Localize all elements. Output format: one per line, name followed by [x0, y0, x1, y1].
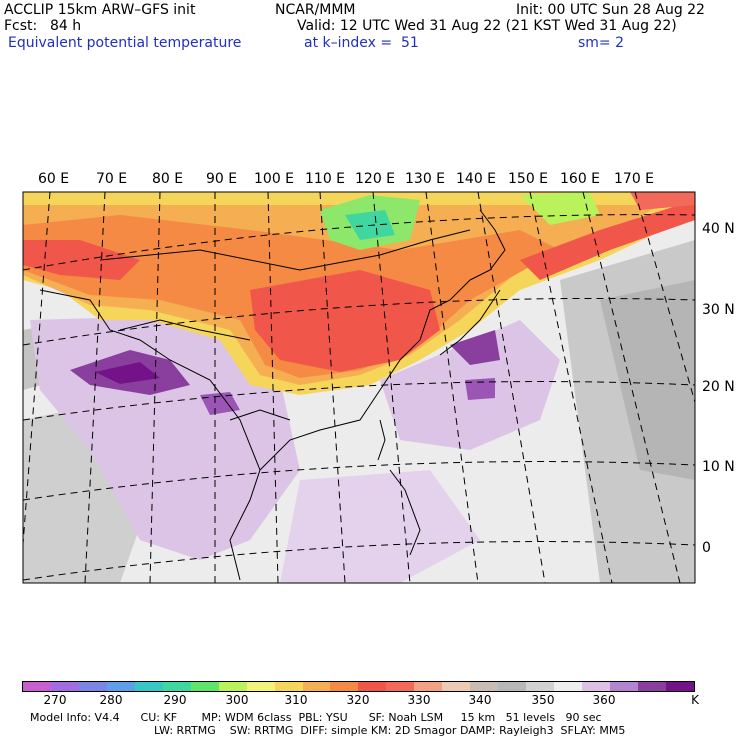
colorbar-label: 330 — [407, 693, 431, 707]
forecast-hours: 84 h — [50, 18, 82, 34]
lat-label: 10 N — [702, 459, 735, 475]
colorbar-label: 360 — [592, 693, 616, 707]
colorbar-segment — [302, 682, 331, 691]
init-time: Init: 00 UTC Sun 28 Aug 22 — [516, 2, 705, 18]
colorbar-segment — [470, 682, 499, 691]
colorbar-segment — [526, 682, 555, 691]
colorbar-segment — [23, 682, 51, 691]
colorbar-segment — [498, 682, 527, 691]
lon-label: 80 E — [152, 171, 184, 187]
lat-label: 30 N — [702, 302, 735, 318]
smoothing: sm= 2 — [578, 35, 625, 51]
colorbar-segment — [106, 682, 135, 691]
valid-time: Valid: 12 UTC Wed 31 Aug 22 (21 KST Wed … — [297, 18, 677, 34]
org-label: NCAR/MMM — [275, 2, 356, 18]
lon-label: 110 E — [305, 171, 346, 187]
colorbar-label: 340 — [468, 693, 492, 707]
lon-label: 120 E — [355, 171, 396, 187]
colorbar-segment — [637, 682, 666, 691]
model-info-line2: LW: RRTMG SW: RRTMG DIFF: simple KM: 2D … — [154, 724, 626, 737]
colorbar-segment — [50, 682, 79, 691]
colorbar-label: 350 — [531, 693, 555, 707]
field-name: Equivalent potential temperature — [8, 35, 242, 51]
lon-label: 70 E — [96, 171, 128, 187]
colorbar-segment — [610, 682, 638, 691]
colorbar-segment — [554, 682, 583, 691]
lat-label: 40 N — [702, 221, 735, 237]
colorbar-segment — [246, 682, 275, 691]
colorbar-unit: K — [691, 693, 699, 707]
colorbar-segment — [442, 682, 471, 691]
colorbar-segment — [190, 682, 219, 691]
colorbar-segment — [414, 682, 443, 691]
colorbar-label: 280 — [99, 693, 123, 707]
lon-label: 130 E — [405, 171, 446, 187]
colorbar-label: 290 — [163, 693, 187, 707]
level-index: at k–index = 51 — [304, 35, 419, 51]
colorbar-label: 320 — [346, 693, 370, 707]
colorbar-segment — [218, 682, 247, 691]
colorbar-label: 300 — [225, 693, 249, 707]
forecast-label: Fcst: — [4, 18, 38, 34]
colorbar-segment — [78, 682, 107, 691]
lon-label: 150 E — [508, 171, 549, 187]
lon-label: 170 E — [614, 171, 655, 187]
colorbar-segment — [582, 682, 611, 691]
lon-label: 90 E — [206, 171, 238, 187]
colorbar — [22, 681, 695, 692]
colorbar-label: 270 — [43, 693, 67, 707]
colorbar-segment — [386, 682, 415, 691]
colorbar-segment — [274, 682, 303, 691]
colorbar-segment — [134, 682, 163, 691]
colorbar-segment — [358, 682, 387, 691]
lat-label: 20 N — [702, 379, 735, 395]
model-title: ACCLIP 15km ARW–GFS init — [4, 2, 196, 18]
colorbar-segment — [665, 682, 694, 691]
lon-label: 160 E — [560, 171, 601, 187]
model-info-line1: Model Info: V4.4 CU: KF MP: WDM 6class P… — [30, 711, 602, 724]
colorbar-segment — [162, 682, 191, 691]
lon-label: 140 E — [456, 171, 497, 187]
lat-label: 0 — [702, 540, 711, 556]
colorbar-label: 310 — [284, 693, 308, 707]
colorbar-segment — [330, 682, 359, 691]
lon-label: 100 E — [254, 171, 295, 187]
lon-label: 60 E — [38, 171, 70, 187]
map-field — [23, 192, 695, 583]
